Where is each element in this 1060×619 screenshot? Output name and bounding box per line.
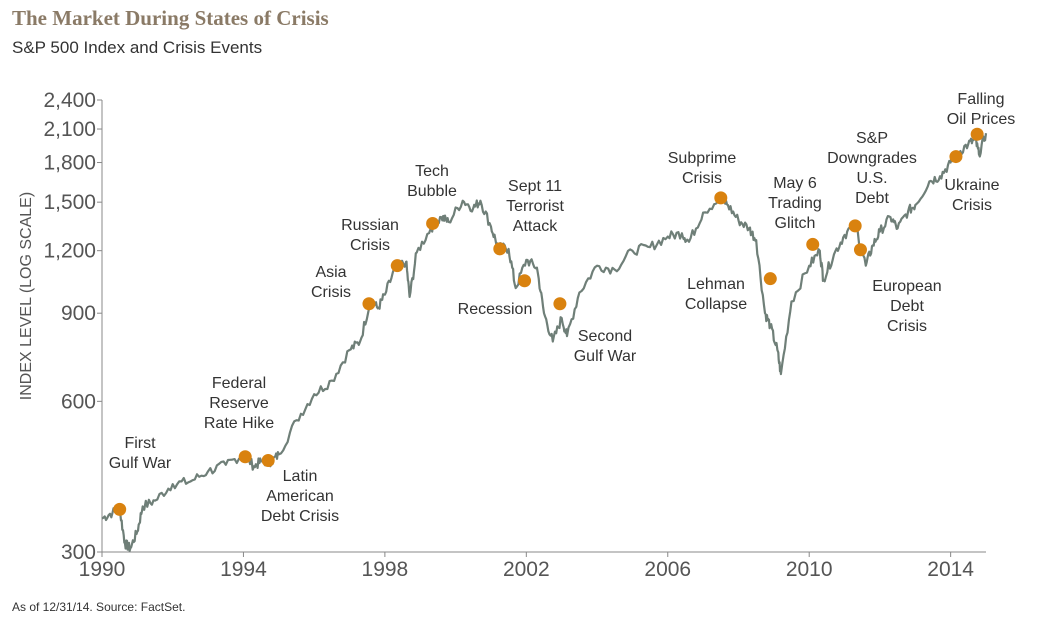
event-label-line: Second bbox=[578, 328, 632, 345]
y-tick-label: 1,500 bbox=[43, 191, 96, 214]
page-title: The Market During States of Crisis bbox=[12, 6, 329, 30]
event-label-line: Crisis bbox=[682, 170, 722, 187]
event-label: European Debt Crisis bbox=[872, 278, 941, 335]
event-label: First Gulf War bbox=[109, 435, 172, 472]
event-label-line: Debt bbox=[890, 298, 924, 315]
event-label-line: Terrorist bbox=[506, 198, 564, 215]
event-label: Russian Crisis bbox=[341, 217, 399, 254]
event-label-line: American bbox=[266, 488, 334, 505]
event-label-line: Oil Prices bbox=[947, 111, 1015, 128]
event-label: Second Gulf War bbox=[574, 328, 637, 365]
y-axis-label: INDEX LEVEL (LOG SCALE) bbox=[18, 192, 35, 400]
x-tick-label: 1990 bbox=[79, 558, 126, 581]
event-label: Subprime Crisis bbox=[668, 150, 737, 187]
event-marker bbox=[426, 216, 440, 230]
event-label-line: Crisis bbox=[350, 237, 390, 254]
event-marker bbox=[261, 454, 275, 468]
x-tick-label: 2014 bbox=[927, 558, 974, 581]
event-label-line: Gulf War bbox=[109, 455, 172, 472]
event-label-line: Falling bbox=[957, 91, 1004, 108]
event-label-line: Federal bbox=[212, 375, 266, 392]
event-marker bbox=[853, 243, 867, 257]
event-label-line: Reserve bbox=[209, 395, 269, 412]
event-marker bbox=[493, 242, 507, 256]
event-marker bbox=[949, 150, 963, 164]
event-label-line: S&P bbox=[856, 130, 888, 147]
event-label-line: Russian bbox=[341, 217, 399, 234]
event-label-line: Lehman bbox=[687, 276, 745, 293]
event-label-line: Debt bbox=[855, 190, 889, 207]
event-label: Latin American Debt Crisis bbox=[261, 468, 339, 525]
event-label-line: Downgrades bbox=[827, 150, 917, 167]
event-label-line: Attack bbox=[513, 218, 558, 235]
event-label: Federal Reserve Rate Hike bbox=[204, 375, 274, 432]
y-tick-label: 1,800 bbox=[43, 152, 96, 175]
event-marker bbox=[714, 191, 728, 205]
x-tick-label: 1994 bbox=[220, 558, 267, 581]
event-marker bbox=[362, 297, 376, 311]
event-label-line: Asia bbox=[315, 264, 346, 281]
event-label: S&P Downgrades U.S. Debt bbox=[827, 130, 917, 207]
event-label-line: Ukraine bbox=[944, 177, 999, 194]
event-label-line: Crisis bbox=[887, 318, 927, 335]
y-tick-label: 2,400 bbox=[43, 89, 96, 112]
event-marker bbox=[238, 450, 252, 464]
event-label-line: Sept 11 bbox=[508, 178, 562, 195]
event-label-line: Latin bbox=[283, 468, 318, 485]
x-tick-label: 2002 bbox=[503, 558, 550, 581]
event-label-line: Trading bbox=[768, 195, 822, 212]
event-label-line: Crisis bbox=[311, 284, 351, 301]
event-label-line: May 6 bbox=[773, 175, 817, 192]
event-label: Asia Crisis bbox=[311, 264, 351, 301]
event-label: Lehman Collapse bbox=[685, 276, 747, 313]
y-tick-label: 2,100 bbox=[43, 118, 96, 141]
event-label-line: Subprime bbox=[668, 150, 737, 167]
y-tick-label: 300 bbox=[61, 541, 96, 564]
y-tick-label: 600 bbox=[61, 390, 96, 413]
x-tick-label: 2010 bbox=[786, 558, 833, 581]
event-label: May 6 Trading Glitch bbox=[768, 175, 822, 232]
event-label-line: U.S. bbox=[856, 170, 887, 187]
event-label-line: Glitch bbox=[775, 215, 816, 232]
event-marker bbox=[390, 259, 404, 273]
event-label-line: European bbox=[872, 278, 941, 295]
x-tick-label: 1998 bbox=[362, 558, 409, 581]
event-label-line: Bubble bbox=[407, 183, 457, 200]
event-label-line: Recession bbox=[458, 301, 533, 318]
y-tick-label: 1,200 bbox=[43, 240, 96, 263]
x-tick-label: 2006 bbox=[644, 558, 691, 581]
event-marker bbox=[848, 219, 862, 233]
event-marker bbox=[970, 127, 984, 141]
event-label-line: Rate Hike bbox=[204, 415, 274, 432]
source-note: As of 12/31/14. Source: FactSet. bbox=[12, 600, 186, 614]
event-label: Ukraine Crisis bbox=[944, 177, 999, 214]
event-label-line: First bbox=[124, 435, 156, 452]
event-marker bbox=[806, 237, 820, 251]
event-marker bbox=[518, 274, 532, 288]
event-label: Sept 11 Terrorist Attack bbox=[506, 178, 564, 235]
event-label-line: Crisis bbox=[952, 197, 992, 214]
event-label-line: Collapse bbox=[685, 296, 747, 313]
event-label-line: Tech bbox=[415, 163, 449, 180]
event-label-line: Gulf War bbox=[574, 348, 637, 365]
y-tick-label: 900 bbox=[61, 302, 96, 325]
event-marker bbox=[763, 272, 777, 286]
event-label: Tech Bubble bbox=[407, 163, 457, 200]
page-subtitle: S&P 500 Index and Crisis Events bbox=[12, 38, 263, 57]
event-label: Falling Oil Prices bbox=[947, 91, 1015, 128]
event-label: Recession bbox=[458, 301, 533, 318]
event-marker bbox=[553, 297, 567, 311]
sp500-series-line bbox=[101, 133, 988, 552]
event-label-line: Debt Crisis bbox=[261, 508, 339, 525]
event-marker bbox=[113, 502, 127, 516]
